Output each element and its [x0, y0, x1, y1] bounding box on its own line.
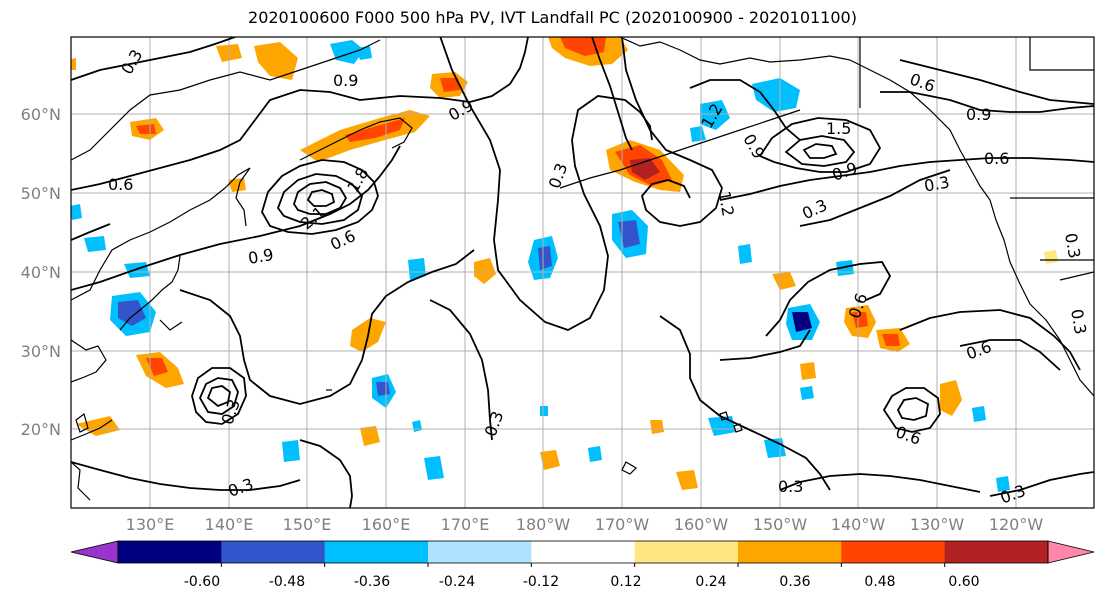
lon-label: 140°E	[205, 515, 254, 534]
colorbar-ticks: -0.60 -0.48 -0.36 -0.24 -0.12 0.12 0.24 …	[184, 574, 980, 590]
colorbar-segment	[841, 541, 946, 563]
lon-label: 170°W	[595, 515, 650, 534]
latitude-labels: 60°N 50°N 40°N 30°N 20°N	[21, 105, 61, 439]
colorbar	[70, 540, 1095, 567]
colorbar-segment	[118, 541, 222, 563]
colorbar-segment	[221, 541, 326, 563]
map-frame	[70, 36, 1095, 509]
lat-label: 20°N	[21, 420, 61, 439]
longitude-labels: 130°E 140°E 150°E 160°E 170°E 180°W 170°…	[126, 515, 1044, 534]
contour-label: 0.6	[984, 149, 1009, 168]
lon-label: 120°W	[989, 515, 1044, 534]
coastlines	[71, 37, 1094, 501]
colorbar-tick-label: 0.60	[948, 574, 979, 590]
colorbar-tick-label: -0.12	[523, 574, 559, 590]
colorbar-segment	[428, 541, 532, 563]
map-title: 2020100600 F000 500 hPa PV, IVT Landfall…	[248, 8, 857, 27]
colorbar-segment	[944, 541, 1049, 563]
contour-label: 0.3	[1067, 307, 1090, 335]
lon-label: 130°W	[910, 515, 965, 534]
lon-label: 130°E	[126, 515, 175, 534]
colorbar-tick-label: 0.48	[864, 574, 895, 590]
colorbar-tick-label: 0.36	[779, 574, 810, 590]
contour-label: 0.6	[108, 175, 133, 194]
colorbar-tick-label: -0.24	[439, 574, 475, 590]
lon-label: 150°W	[753, 515, 808, 534]
contour-label: 1.2	[715, 190, 738, 218]
lat-label: 30°N	[21, 342, 61, 361]
lon-label: 160°W	[674, 515, 729, 534]
colorbar-segment	[738, 541, 842, 563]
graticule	[71, 37, 1094, 508]
colorbar-extend-min	[70, 540, 119, 564]
contour-label: 0.3	[778, 477, 803, 496]
lon-label: 170°E	[441, 515, 490, 534]
lon-label: 160°E	[362, 515, 411, 534]
colorbar-segment	[634, 541, 739, 563]
contour-label: 0.3	[923, 172, 951, 195]
colorbar-tick-label: 0.24	[695, 574, 726, 590]
lon-label: 180°W	[516, 515, 571, 534]
colorbar-segment	[324, 541, 429, 563]
colorbar-tick-label: -0.60	[184, 574, 220, 590]
contour-label: 0.9	[966, 105, 991, 124]
colorbar-tick-label: -0.36	[354, 574, 390, 590]
lat-label: 50°N	[21, 184, 61, 203]
colorbar-frame	[117, 540, 1049, 564]
colorbar-segment	[531, 541, 636, 563]
pv-contours	[71, 37, 1094, 508]
lat-label: 40°N	[21, 263, 61, 282]
contour-label: 0.9	[247, 245, 275, 268]
contour-label: 1.5	[826, 119, 851, 138]
colorbar-tick-label: -0.48	[269, 574, 305, 590]
lon-label: 150°E	[283, 515, 332, 534]
lon-label: 140°W	[831, 515, 886, 534]
contour-label: 0.3	[1061, 231, 1084, 259]
colorbar-tick-label: 0.12	[610, 574, 641, 590]
contour-label: 0.9	[333, 71, 358, 90]
ivt-anomaly-shading	[71, 37, 1058, 492]
positive-anomaly-patches	[71, 37, 1058, 490]
colorbar-extend-max	[1047, 540, 1095, 564]
lat-label: 60°N	[21, 105, 61, 124]
